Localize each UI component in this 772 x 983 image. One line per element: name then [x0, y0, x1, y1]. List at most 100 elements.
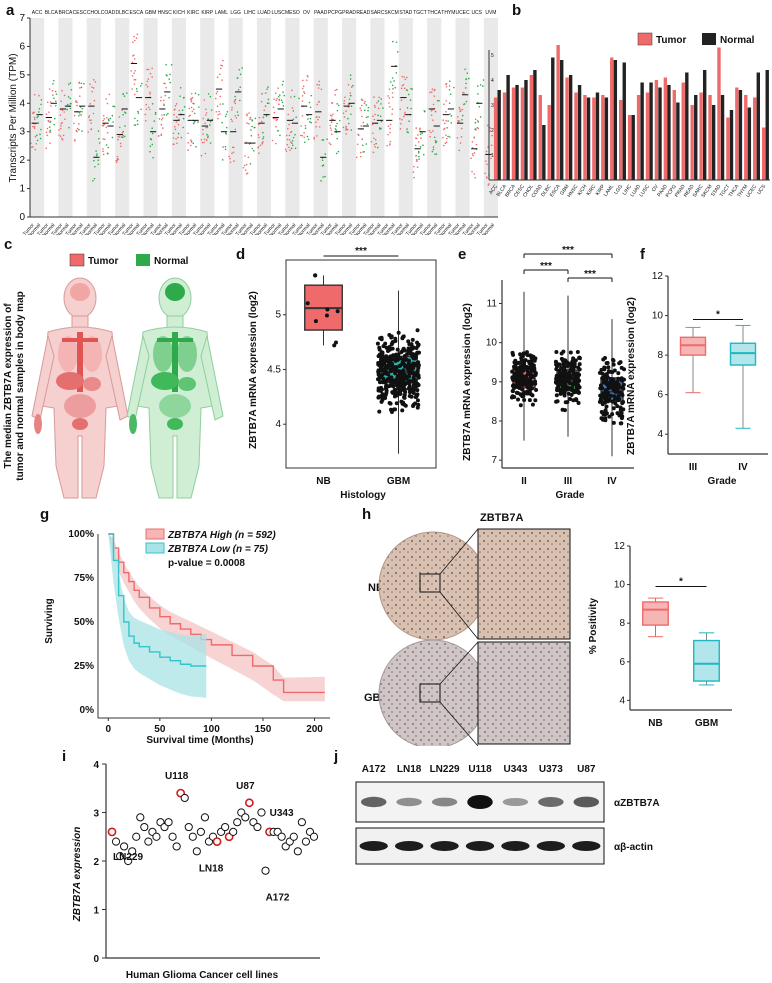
panel-a-tumor-point: [60, 100, 62, 103]
panel-a-tumor-point: [328, 142, 331, 144]
panel-a-normal-point: [434, 153, 436, 155]
panel-a-tumor-point: [356, 143, 359, 146]
panel-a-normal-point: [350, 113, 352, 115]
panel-a-tumor-point: [391, 113, 393, 115]
panel-a-tumor-point: [231, 109, 233, 111]
panel-a-tumor-point: [428, 129, 431, 132]
panel-a-normal-point: [436, 99, 439, 102]
panel-a-normal-point: [322, 139, 325, 141]
panel-a-normal-point: [324, 175, 326, 178]
panel-a-tumor-point: [391, 96, 394, 99]
panel-a-normal-point: [206, 133, 208, 136]
panel-a-tumor-point: [364, 100, 366, 103]
panel-e-point: [565, 400, 570, 405]
bar-normal-gbm: [568, 75, 573, 180]
panel-a-tumor-point: [162, 127, 164, 129]
panel-e-point: [610, 399, 615, 404]
panel-e-point: [600, 376, 605, 381]
panel-a-tumor-point: [121, 132, 124, 134]
panel-a-normal-point: [36, 116, 38, 119]
panel-a-tumor-point: [130, 70, 132, 72]
panel-a-tumor-point: [262, 116, 265, 119]
cancer-label-luad: LUAD: [257, 10, 271, 16]
panel-d-point: [401, 376, 406, 381]
panel-a-tumor-point: [262, 141, 264, 143]
panel-g-xtick-label: 200: [306, 724, 323, 735]
panel-e-point: [576, 390, 581, 395]
panel-a-tumor-point: [399, 108, 402, 110]
panel-a-tumor-point: [214, 97, 217, 100]
panel-d-ytick-label: 4: [275, 419, 281, 430]
panel-a-normal-point: [337, 104, 340, 107]
panel-a-tumor-point: [233, 160, 235, 162]
panel-a-tumor-point: [317, 118, 319, 121]
panel-e-point: [607, 414, 612, 419]
panel-a-normal-point: [389, 81, 392, 83]
panel-d-point: [406, 386, 411, 391]
panel-e-point: [514, 372, 519, 377]
panel-a-tumor-point: [108, 93, 111, 96]
panel-a-normal-point: [38, 111, 40, 113]
panel-a-tumor-point: [221, 64, 224, 67]
panel-a-tumor-point: [231, 106, 233, 109]
panel-a-tumor-point: [445, 110, 447, 113]
panel-a-normal-point: [304, 127, 307, 129]
panel-d-point: [393, 358, 398, 363]
bar-normal-skcm: [711, 105, 716, 180]
panel-e-point: [603, 408, 608, 413]
panel-a-tumor-point: [172, 143, 175, 146]
panel-a-normal-point: [107, 146, 110, 149]
panel-a-tumor-point: [106, 131, 109, 134]
panel-a-normal-point: [180, 136, 183, 139]
cell-line-label-u118: U118: [165, 771, 189, 782]
panel-a-normal-point: [303, 141, 306, 144]
panel-a-tumor-point: [476, 126, 479, 129]
panel-a-normal-point: [249, 162, 252, 165]
panel-d-point: [406, 365, 411, 370]
cancer-label-chol: CHOL: [87, 10, 101, 16]
panel-f-xlabel: Grade: [708, 476, 737, 487]
panel-a-tumor-point: [402, 83, 405, 86]
panel-a-normal-point: [122, 93, 125, 95]
survival-curve-high: [108, 533, 325, 694]
panel-a-tumor-point: [288, 138, 291, 141]
panel-a-tumor-point: [389, 140, 392, 143]
panel-h-ytick-label: 12: [614, 541, 626, 552]
panel-e-point: [599, 393, 604, 398]
bar-normal-lgg: [622, 62, 626, 180]
panel-d-point: [385, 356, 390, 361]
panel-a-normal-point: [208, 124, 211, 126]
panel-a-normal-point: [38, 108, 41, 110]
panel-d-point: [411, 391, 416, 396]
panel-e-point: [516, 397, 521, 402]
panel-a-normal-point: [66, 108, 68, 111]
panel-a-ytick-label: 2: [19, 155, 25, 166]
panel-a-tumor-point: [301, 115, 304, 117]
panel-e-category-ii: II: [521, 476, 527, 487]
panel-a-tumor-point: [187, 132, 189, 135]
panel-d-point: [415, 328, 420, 333]
panel-a-normal-point: [280, 99, 283, 102]
panel-i-ytick-label: 0: [93, 954, 99, 965]
panel-a-tumor-point: [330, 129, 333, 131]
panel-a-tumor-point: [206, 126, 209, 129]
panel-d-point: [380, 379, 385, 384]
blot-band-actin-ln18: [394, 841, 424, 851]
cancer-label-sarc: SARC: [371, 10, 385, 16]
panel-a-normal-point: [347, 122, 350, 125]
panel-a-tumor-point: [470, 157, 472, 159]
bar-tumor-tgct: [726, 117, 730, 180]
panel-a-normal-point: [224, 148, 227, 151]
panel-a-tumor-point: [33, 93, 36, 96]
panel-a-tumor-point: [370, 140, 373, 143]
panel-a-normal-point: [137, 110, 139, 113]
panel-e-point: [604, 371, 609, 376]
panel-a-normal-point: [450, 122, 453, 124]
panel-d-point: [407, 393, 412, 398]
panel-a-normal-point: [417, 150, 420, 153]
cancer-label-stad: STAD: [399, 10, 412, 16]
cell-line-point-highlight: [212, 837, 222, 846]
bar-tumor-hnsc: [574, 92, 578, 180]
cell-line-point: [277, 832, 286, 841]
panel-a-tumor-point: [144, 119, 147, 122]
